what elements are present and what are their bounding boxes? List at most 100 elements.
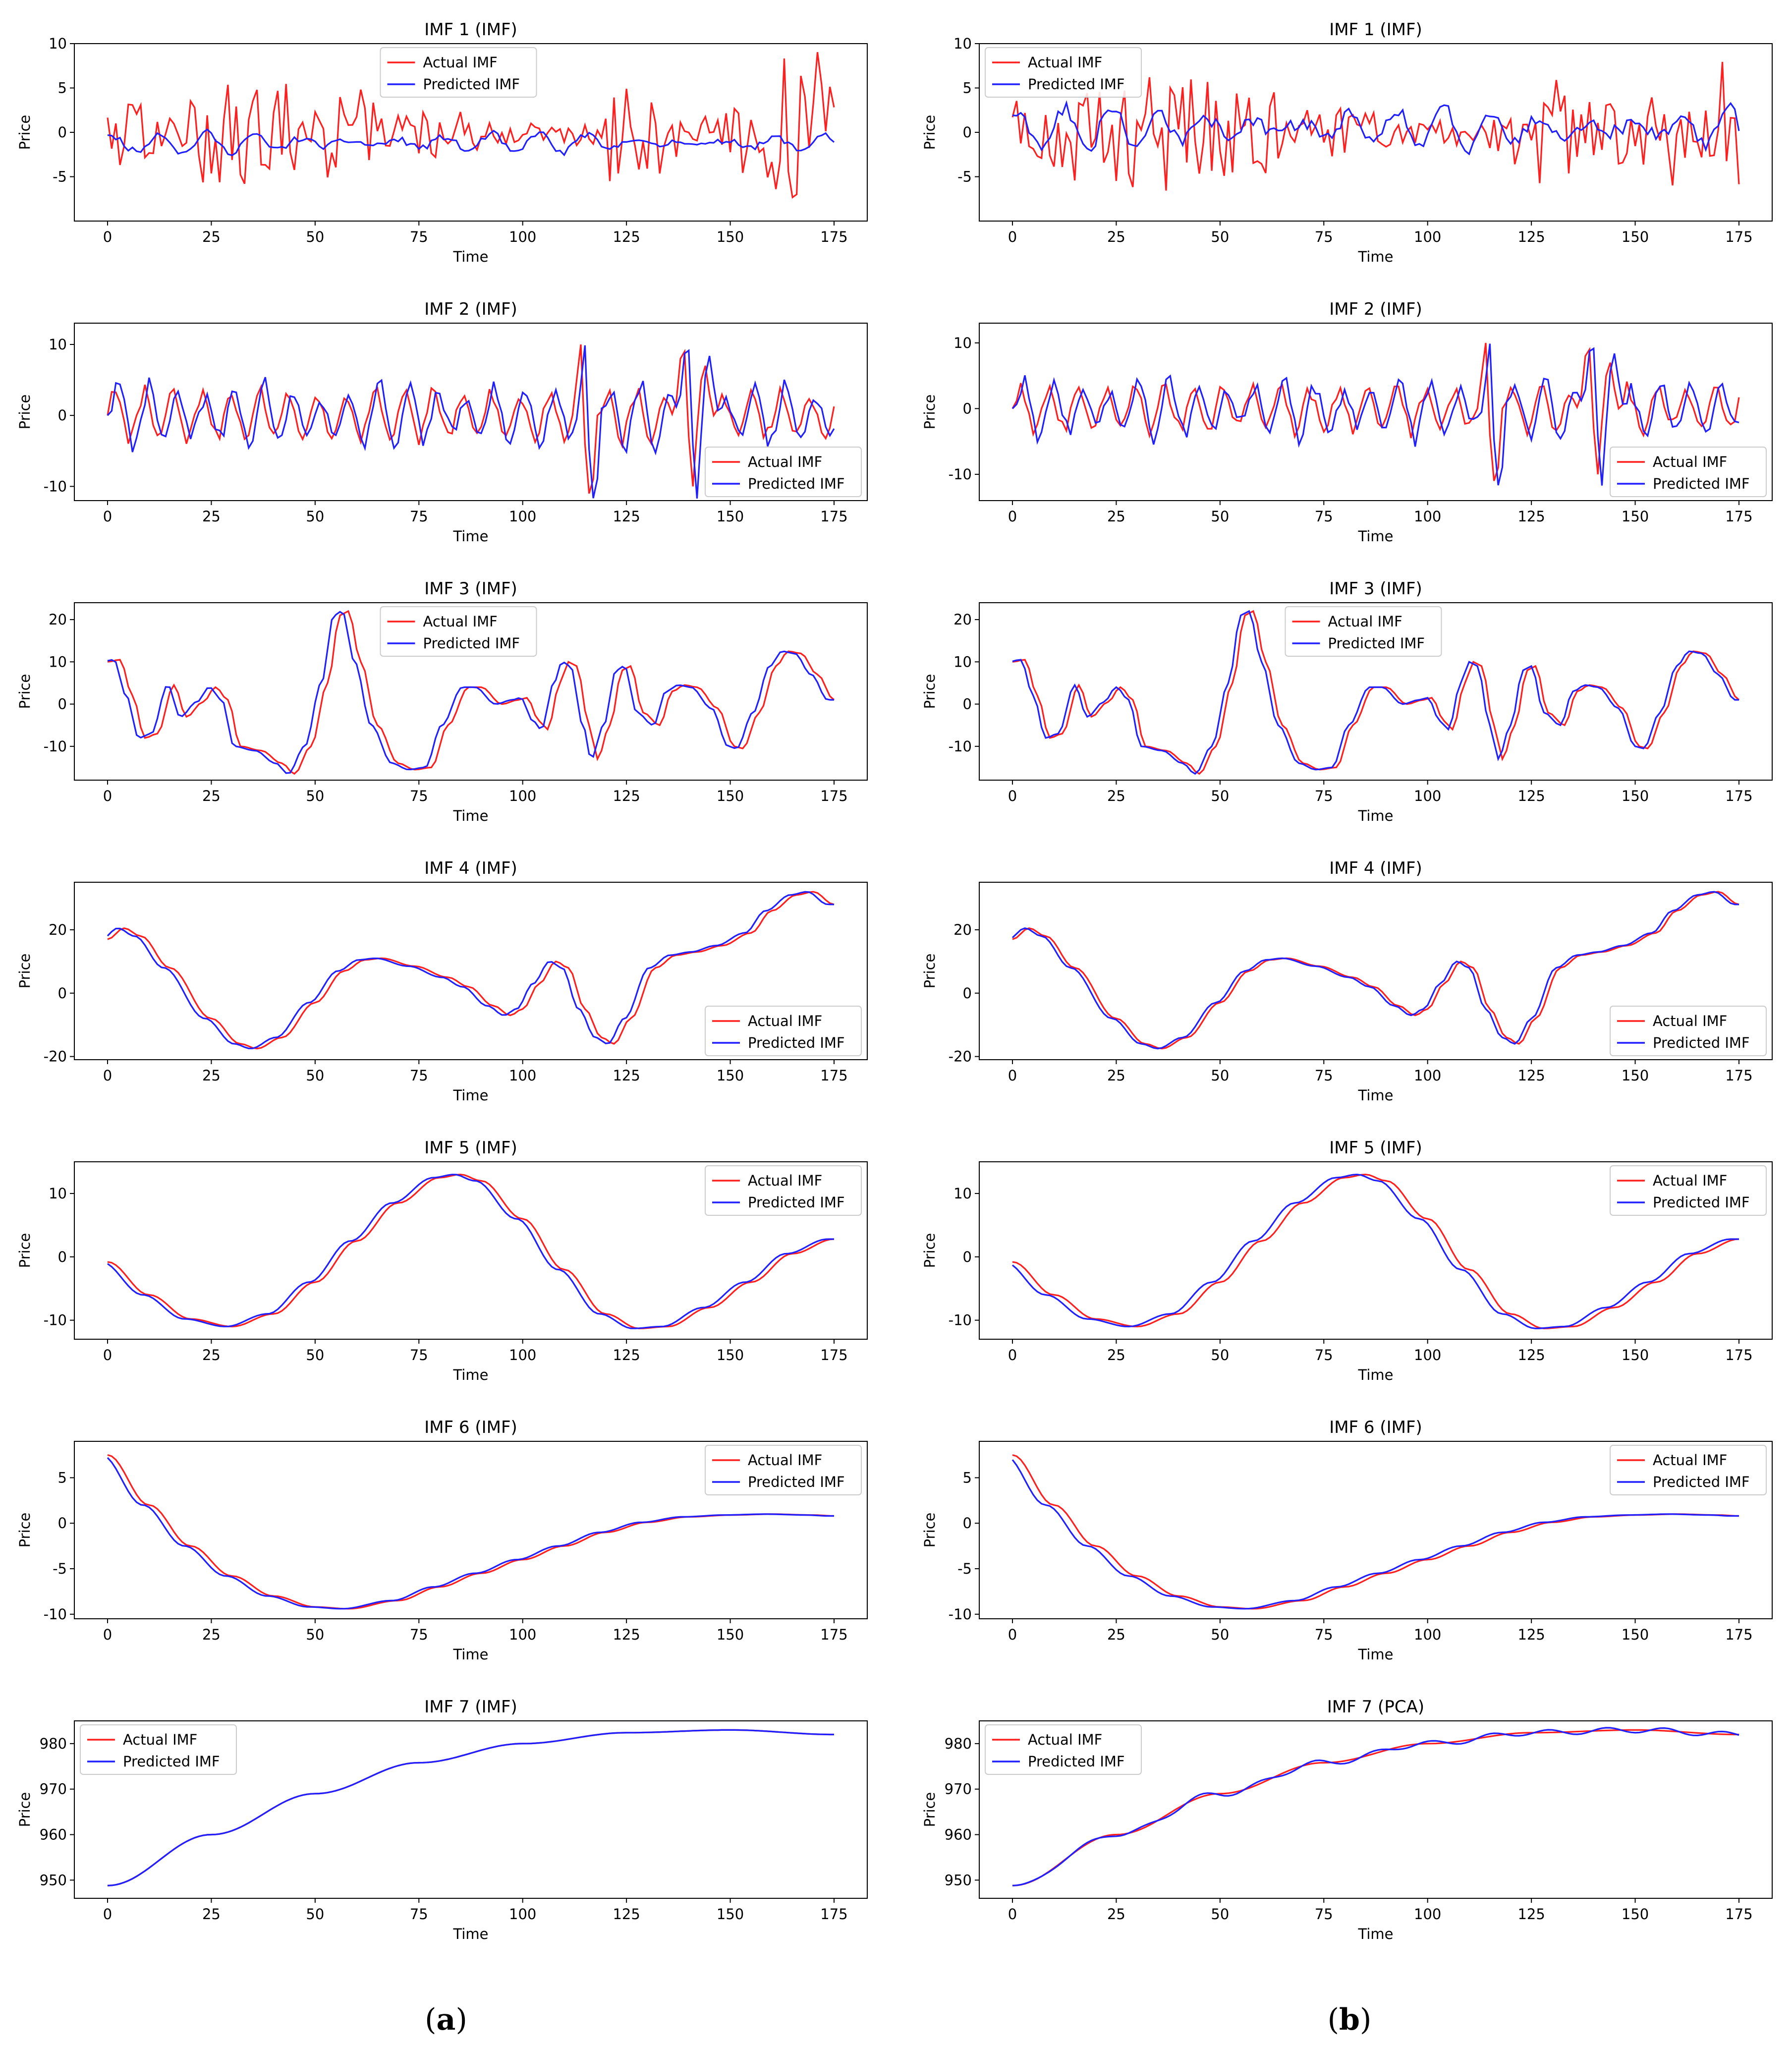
y-tick-label: 0: [963, 400, 972, 417]
y-tick-label: 10: [953, 653, 972, 670]
x-tick-label: 125: [613, 1626, 640, 1643]
legend: Actual IMF Predicted IMF: [1610, 1006, 1767, 1056]
x-tick-label: 75: [1315, 1906, 1333, 1923]
legend-box: [1610, 447, 1767, 497]
y-axis-label: Price: [16, 1513, 33, 1548]
legend-label-actual: Actual IMF: [1328, 613, 1402, 630]
axes-frame: [979, 882, 1773, 1060]
x-tick-label: 125: [613, 1906, 640, 1923]
legend-label-predicted: Predicted IMF: [423, 76, 520, 93]
legend-label-actual: Actual IMF: [1653, 1172, 1727, 1189]
subplot-a-imf4: 0 25 50 75 100 125 150 175 -20 0 20 IMF 4 (IMF) Time…: [16, 858, 868, 1104]
y-axis-label: Price: [921, 115, 938, 150]
series-line-actual-imf: [1011, 342, 1740, 481]
legend: Actual IMF Predicted IMF: [705, 1165, 862, 1216]
x-tick-label: 0: [103, 1067, 112, 1084]
x-tick-label: 175: [1725, 228, 1752, 245]
series-line-actual-imf: [1012, 891, 1739, 1050]
x-tick-label: 150: [717, 228, 744, 245]
chart-title: IMF 2 (IMF): [424, 299, 517, 319]
x-tick-label: 125: [1517, 1347, 1545, 1364]
x-tick-label: 150: [1622, 788, 1649, 804]
series-group: [107, 610, 835, 775]
y-tick-label: 20: [953, 921, 972, 938]
y-axis-label: Price: [921, 1233, 938, 1268]
series-group: [1011, 61, 1740, 191]
x-tick-label: 125: [1517, 1626, 1545, 1643]
series-line-predicted-imf: [107, 1729, 834, 1886]
x-tick-label: 175: [1725, 1067, 1752, 1084]
x-tick-label: 75: [410, 1626, 428, 1643]
y-tick-label: 5: [58, 1469, 67, 1486]
subplot-a-imf1: 0 25 50 75 100 125 150 175 -5 0 5 10 IMF 1 (IMF) Time…: [16, 20, 868, 265]
series-group: [1011, 342, 1740, 486]
y-axis-label: Price: [921, 395, 938, 430]
y-tick-label: 0: [58, 124, 67, 141]
y-axis-label: Price: [921, 1513, 938, 1548]
legend-label-actual: Actual IMF: [423, 54, 498, 71]
legend-label-predicted: Predicted IMF: [1653, 475, 1750, 492]
x-tick-label: 100: [1414, 508, 1441, 525]
x-tick-label: 50: [306, 228, 324, 245]
axes-frame: [979, 1720, 1773, 1899]
x-tick-label: 25: [202, 228, 221, 245]
legend: Actual IMF Predicted IMF: [1610, 1445, 1767, 1495]
legend-box: [1610, 1006, 1767, 1056]
legend-label-actual: Actual IMF: [748, 1172, 822, 1189]
x-tick-label: 25: [1107, 1906, 1125, 1923]
series-line-predicted-imf: [1011, 1459, 1739, 1610]
y-tick-label: 10: [49, 35, 67, 52]
legend: Actual IMF Predicted IMF: [380, 47, 537, 98]
y-tick-label: 10: [49, 653, 67, 670]
x-tick-label: 125: [613, 1347, 640, 1364]
x-tick-label: 150: [1622, 228, 1649, 245]
legend: Actual IMF Predicted IMF: [705, 1006, 862, 1056]
y-tick-label: -20: [949, 1048, 972, 1065]
x-tick-label: 50: [306, 1067, 324, 1084]
legend-box: [1610, 1445, 1767, 1495]
legend-label-predicted: Predicted IMF: [1653, 1034, 1750, 1051]
series-line-predicted-imf: [107, 128, 835, 157]
x-axis-label: Time: [1358, 1646, 1394, 1663]
legend-box: [380, 606, 537, 657]
panel-label-a: (a): [425, 2002, 467, 2037]
x-tick-label: 75: [410, 1347, 428, 1364]
y-tick-label: 960: [945, 1826, 972, 1843]
series-line-predicted-imf: [1011, 891, 1739, 1050]
x-tick-label: 150: [1622, 1906, 1649, 1923]
y-tick-label: 0: [963, 1249, 972, 1265]
legend-label-predicted: Predicted IMF: [1653, 1194, 1750, 1211]
x-tick-label: 175: [1725, 788, 1752, 804]
y-axis-label: Price: [16, 1792, 33, 1827]
y-tick-label: -5: [957, 169, 972, 185]
subplot-b-imf1: 0 25 50 75 100 125 150 175 -5 0 5 10 IMF 1 (IMF) Time…: [921, 20, 1773, 265]
x-tick-label: 0: [1008, 228, 1017, 245]
y-tick-label: 950: [40, 1872, 67, 1888]
y-axis-label: Price: [921, 674, 938, 709]
y-tick-label: 960: [40, 1826, 67, 1843]
x-axis-label: Time: [453, 1366, 489, 1383]
series-line-actual-imf: [107, 344, 835, 494]
y-tick-label: -20: [44, 1048, 67, 1065]
x-tick-label: 100: [509, 1067, 536, 1084]
legend-box: [985, 1724, 1142, 1775]
y-axis-label: Price: [16, 115, 33, 150]
axes-frame: [979, 1441, 1773, 1619]
subplot-b-imf6: 0 25 50 75 100 125 150 175 -10 -5 0 5 IMF 6 (IMF) Tim…: [921, 1418, 1773, 1663]
legend-label-predicted: Predicted IMF: [1028, 76, 1125, 93]
y-tick-label: -5: [53, 169, 67, 185]
x-tick-label: 175: [1725, 1906, 1752, 1923]
series-group: [107, 1729, 834, 1886]
y-tick-label: -5: [957, 1560, 972, 1577]
y-tick-label: 950: [945, 1872, 972, 1888]
x-tick-label: 0: [1008, 1067, 1017, 1084]
x-tick-label: 150: [717, 508, 744, 525]
x-tick-label: 50: [1211, 788, 1229, 804]
x-tick-label: 150: [1622, 1347, 1649, 1364]
x-axis-label: Time: [1358, 1926, 1394, 1942]
legend-label-predicted: Predicted IMF: [748, 475, 845, 492]
panel-label-a-letter: a: [437, 2002, 456, 2037]
x-axis-label: Time: [1358, 1087, 1394, 1104]
